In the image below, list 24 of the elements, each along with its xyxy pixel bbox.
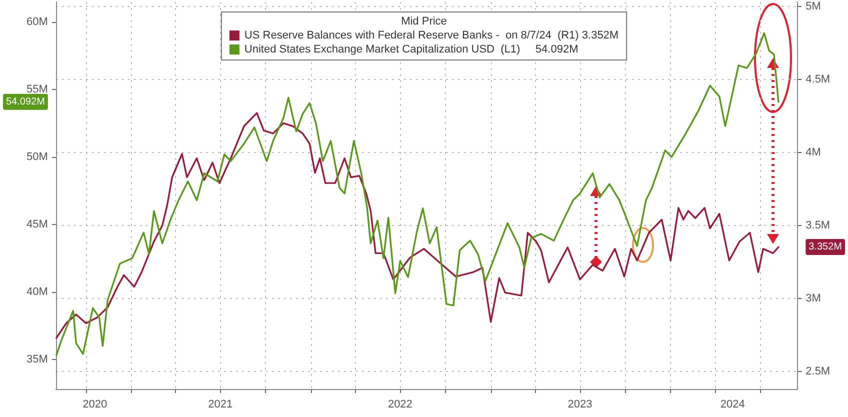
y2-tick-label: 3M	[806, 292, 821, 304]
y2-tick-label: 4M	[806, 146, 821, 158]
x-tick-label: 2023	[568, 398, 592, 410]
legend-title: Mid Price	[401, 16, 447, 28]
y-tick-label: 60M	[26, 16, 48, 28]
y2-tick-label: 4.5M	[806, 73, 830, 86]
y2-tick-label: 5M	[806, 0, 821, 12]
x-tick-label: 2024	[720, 398, 745, 410]
y2-tick-label: 3.352M	[808, 242, 842, 253]
legend-label: US Reserve Balances with Federal Reserve Banks - on 8/7/24 (R1) 3.352M	[244, 30, 619, 42]
line-series	[56, 32, 780, 356]
x-tick-label: 2022	[388, 398, 412, 410]
x-tick-label: 2021	[208, 398, 233, 410]
legend-label: United States Exchange Market Capitalization USD (L1) 54.092M	[244, 44, 578, 56]
line-series	[56, 112, 780, 339]
y-tick-label: 35M	[26, 353, 48, 366]
x-tick-label: 2020	[82, 398, 108, 410]
y-tick-label: 45M	[26, 218, 48, 230]
y-tick-label: 55M	[26, 84, 48, 96]
y-tick-label: 50M	[26, 151, 48, 164]
y2-tick-label: 2.5M	[806, 365, 830, 378]
y2-tick-label: 3.5M	[806, 219, 830, 232]
y-tick-label: 54.092M	[6, 96, 45, 108]
y-tick-label: 40M	[26, 286, 48, 298]
